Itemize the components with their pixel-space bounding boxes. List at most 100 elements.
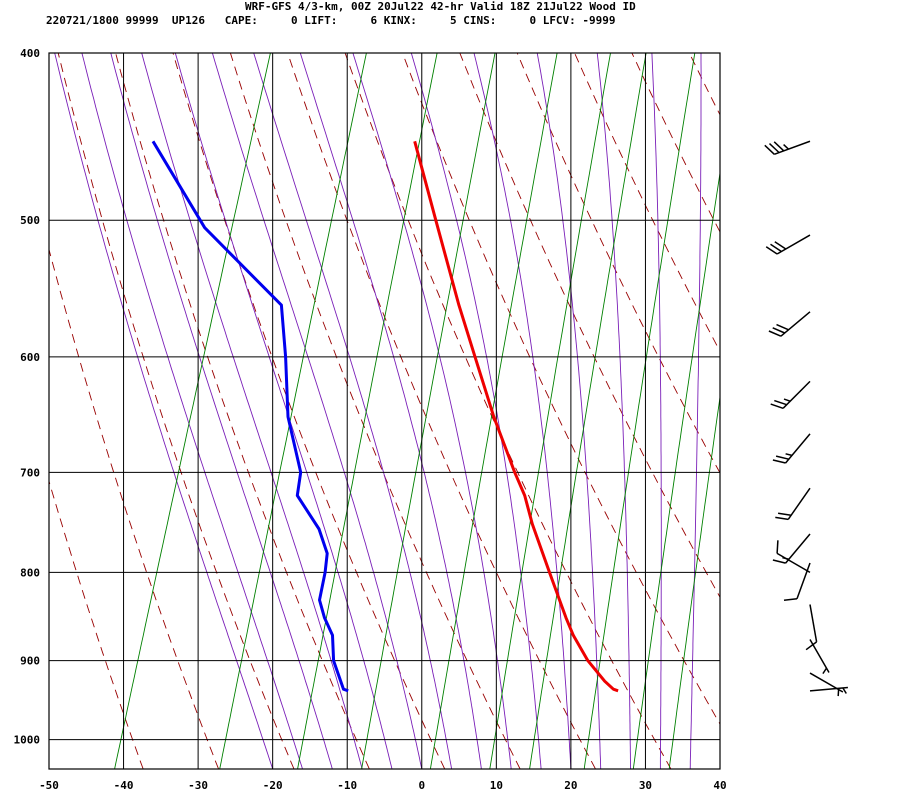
moist-adiabat (596, 53, 631, 769)
dry-adiabat (344, 53, 672, 769)
moist-adiabat (110, 53, 333, 769)
dry-adiabat (115, 53, 370, 769)
wind-barb-staff (776, 552, 811, 574)
wind-barb-feather (785, 453, 793, 457)
dry-adiabat (574, 53, 720, 353)
x-tick-label: -20 (263, 779, 283, 792)
wind-barb-staff (796, 562, 811, 599)
wind-barb-feather (768, 330, 782, 337)
wind-barb-staff (809, 639, 830, 673)
sounding-profiles (151, 140, 619, 693)
wind-barb-feather (777, 512, 792, 517)
wind-barb-feather (776, 540, 779, 554)
dry-adiabat (804, 53, 900, 769)
moist-adiabat (536, 53, 602, 769)
moist-adiabat (174, 53, 393, 769)
wind-barb-feather (772, 327, 785, 334)
wind-barb-staff (809, 604, 818, 643)
background-lines (49, 53, 900, 769)
wind-barb-feather (770, 243, 782, 253)
sounding-indices: 220721/1800 99999 UP126 CAPE: 0 LIFT: 6 … (46, 14, 616, 27)
wind-barb-staff (774, 140, 811, 156)
wind-barb-feather (776, 323, 789, 331)
wind-barb-staff (785, 533, 811, 564)
wind-barb-feather (774, 241, 787, 250)
moist-adiabat (81, 53, 303, 769)
x-tick-label: 0 (418, 779, 425, 792)
mixing-ratio-line (583, 53, 696, 769)
dry-adiabat (49, 247, 220, 769)
wind-barb-staff (780, 311, 811, 337)
x-tick-label: 20 (564, 779, 577, 792)
moist-adiabat (253, 53, 453, 769)
dry-adiabat (631, 53, 720, 233)
mixing-ratio-line (297, 53, 438, 769)
wind-barb-feather (772, 559, 786, 564)
y-tick-label: 400 (20, 47, 40, 60)
axes: -50 -40 -30 -20 -10 0 10 20 30 40 400 500 600 700 800 9… (14, 47, 727, 792)
y-tick-label: 800 (20, 566, 40, 579)
moist-adiabat (651, 53, 662, 769)
wind-barb-feather (805, 641, 818, 651)
moist-adiabat (141, 53, 363, 769)
x-tick-label: -50 (39, 779, 59, 792)
moist-adiabat (54, 53, 274, 769)
x-tick-label: -10 (337, 779, 357, 792)
moist-adiabat (473, 53, 572, 769)
temperature-profile (413, 140, 619, 693)
x-tick-label: 10 (490, 779, 503, 792)
x-tick-label: 30 (639, 779, 652, 792)
wind-barb-feather (842, 687, 847, 694)
moist-adiabat (211, 53, 423, 769)
dry-adiabat (688, 53, 720, 116)
wind-barb-feather (783, 144, 789, 150)
wind-barb-feather (775, 455, 789, 460)
plot-frame (48, 52, 721, 770)
mixing-ratio-line (361, 53, 496, 769)
wind-barb-feather (773, 141, 785, 152)
y-tick-label: 700 (20, 466, 40, 479)
dry-adiabat (57, 53, 295, 769)
wind-barb-staff (785, 433, 811, 464)
dry-adiabat (402, 53, 720, 725)
wind-barb-staff (787, 487, 811, 520)
mixing-ratio-line (219, 53, 367, 769)
wind-barb-feather (765, 246, 778, 255)
wind-barb-feather (774, 399, 787, 406)
wind-barbs (764, 140, 848, 697)
dewpoint-profile (151, 140, 349, 693)
y-tick-label: 1000 (14, 734, 41, 747)
grid (48, 52, 721, 770)
moist-adiabat (299, 53, 482, 769)
x-tick-label: 40 (713, 779, 726, 792)
wind-barb-feather (783, 398, 791, 402)
moist-adiabat (352, 53, 512, 769)
x-tick-label: -30 (188, 779, 208, 792)
wind-barb-staff (809, 686, 848, 692)
dry-adiabat (49, 479, 144, 769)
mixing-ratio-line (114, 53, 271, 769)
wind-barb-feather (764, 144, 775, 155)
dry-adiabat (516, 53, 720, 474)
dry-adiabat (287, 53, 596, 769)
moist-adiabat (410, 53, 542, 769)
x-tick-label: -40 (114, 779, 134, 792)
mixing-ratio-line (489, 53, 611, 769)
wind-barb-feather (783, 597, 798, 601)
wind-barb-staff (776, 234, 811, 255)
chart-title: WRF-GFS 4/3-km, 00Z 20Jul22 42-hr Valid … (245, 0, 636, 13)
wind-barb-staff (782, 380, 811, 409)
moist-adiabat (689, 53, 702, 769)
y-tick-label: 900 (20, 655, 40, 668)
wind-barb-feather (770, 403, 784, 410)
dry-adiabat (459, 53, 720, 599)
mixing-ratio-line (632, 170, 720, 769)
mixing-ratio-line (529, 53, 647, 769)
dry-adiabat (172, 53, 446, 769)
mixing-ratio-line (429, 53, 558, 769)
y-tick-label: 600 (20, 351, 40, 364)
wind-barb-feather (772, 459, 786, 464)
wind-barb-feather (768, 143, 780, 154)
wind-barb-feather (822, 667, 828, 675)
